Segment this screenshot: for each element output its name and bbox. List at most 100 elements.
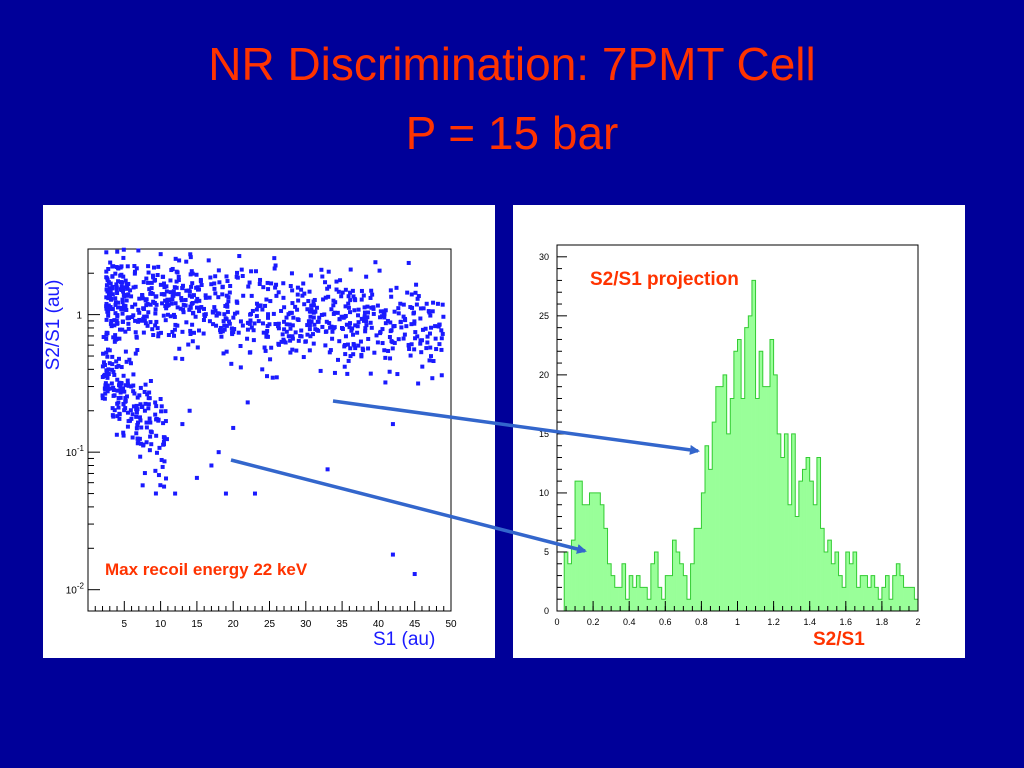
- scatter-point: [135, 423, 140, 428]
- scatter-point: [139, 405, 144, 410]
- scatter-point: [412, 321, 417, 326]
- scatter-point: [343, 287, 348, 292]
- scatter-point: [343, 352, 348, 357]
- scatter-point: [258, 277, 263, 282]
- scatter-point: [249, 269, 254, 274]
- scatter-y-tick-label: 1: [76, 311, 82, 322]
- scatter-point: [303, 339, 308, 344]
- scatter-point: [114, 365, 119, 370]
- scatter-point: [115, 401, 120, 406]
- scatter-point: [175, 292, 180, 297]
- scatter-point: [356, 343, 361, 348]
- scatter-point: [224, 274, 229, 279]
- scatter-point: [135, 347, 140, 352]
- scatter-point: [116, 300, 121, 305]
- scatter-point: [151, 299, 156, 304]
- scatter-point: [142, 408, 147, 413]
- scatter-point: [190, 311, 195, 316]
- scatter-point: [190, 281, 195, 286]
- scatter-point: [176, 278, 181, 283]
- scatter-point: [265, 280, 270, 285]
- scatter-point: [134, 334, 139, 339]
- scatter-point: [153, 468, 158, 473]
- scatter-point: [295, 292, 300, 297]
- projection-annotation: S2/S1 projection: [590, 269, 739, 290]
- scatter-point: [154, 450, 159, 455]
- scatter-point: [126, 326, 131, 331]
- scatter-point: [225, 309, 230, 314]
- scatter-point: [237, 254, 242, 259]
- scatter-point: [137, 296, 142, 301]
- scatter-point: [307, 348, 312, 353]
- scatter-x-tick-label: 25: [264, 619, 276, 630]
- scatter-point: [359, 288, 364, 293]
- scatter-point: [240, 274, 245, 279]
- scatter-point: [110, 292, 115, 297]
- scatter-point: [104, 350, 109, 355]
- scatter-point: [291, 315, 296, 320]
- scatter-point: [365, 315, 370, 320]
- scatter-point: [123, 383, 128, 388]
- scatter-point: [203, 312, 208, 317]
- scatter-point: [189, 269, 194, 274]
- scatter-point: [148, 320, 153, 325]
- scatter-point: [131, 404, 136, 409]
- scatter-point: [190, 322, 195, 327]
- scatter-point: [364, 319, 369, 324]
- scatter-point: [147, 390, 152, 395]
- scatter-point: [216, 450, 221, 455]
- scatter-point: [173, 301, 178, 306]
- scatter-point: [117, 336, 122, 341]
- scatter-point: [328, 325, 333, 330]
- scatter-point: [125, 286, 130, 291]
- scatter-point: [130, 412, 135, 417]
- scatter-point: [120, 297, 125, 302]
- scatter-point: [132, 391, 137, 396]
- scatter-point: [136, 248, 141, 253]
- scatter-point: [148, 378, 153, 383]
- scatter-point: [163, 318, 168, 323]
- scatter-point: [175, 305, 180, 310]
- scatter-point: [108, 293, 113, 298]
- scatter-point: [114, 282, 119, 287]
- scatter-point: [308, 314, 313, 319]
- scatter-point: [160, 464, 165, 469]
- scatter-point: [188, 252, 193, 257]
- scatter-point: [390, 552, 395, 557]
- scatter-point: [306, 299, 311, 304]
- histogram-outline: [563, 279, 919, 611]
- scatter-point: [161, 439, 166, 444]
- scatter-point: [173, 322, 178, 327]
- scatter-point: [362, 315, 367, 320]
- scatter-point: [172, 327, 177, 332]
- scatter-point: [368, 295, 373, 300]
- scatter-point: [106, 367, 111, 372]
- scatter-point: [232, 327, 237, 332]
- scatter-point: [336, 289, 341, 294]
- scatter-point: [103, 383, 108, 388]
- scatter-point: [212, 286, 217, 291]
- scatter-point: [156, 473, 161, 478]
- scatter-point: [118, 390, 123, 395]
- scatter-point: [110, 406, 115, 411]
- scatter-point: [348, 267, 353, 272]
- scatter-point: [433, 336, 438, 341]
- scatter-point: [219, 334, 224, 339]
- scatter-point: [208, 275, 213, 280]
- scatter-point: [374, 333, 379, 338]
- scatter-point: [339, 314, 344, 319]
- histogram-y-tick-label: 5: [544, 547, 549, 557]
- scatter-point: [108, 321, 113, 326]
- scatter-point: [326, 294, 331, 299]
- scatter-point: [158, 483, 163, 488]
- scatter-point: [165, 299, 170, 304]
- scatter-point: [231, 330, 236, 335]
- scatter-point: [268, 357, 273, 362]
- scatter-point: [227, 290, 232, 295]
- scatter-point: [116, 396, 121, 401]
- scatter-point: [123, 349, 128, 354]
- scatter-point: [260, 307, 265, 312]
- scatter-point: [131, 389, 136, 394]
- scatter-point: [181, 310, 186, 315]
- scatter-point: [198, 279, 203, 284]
